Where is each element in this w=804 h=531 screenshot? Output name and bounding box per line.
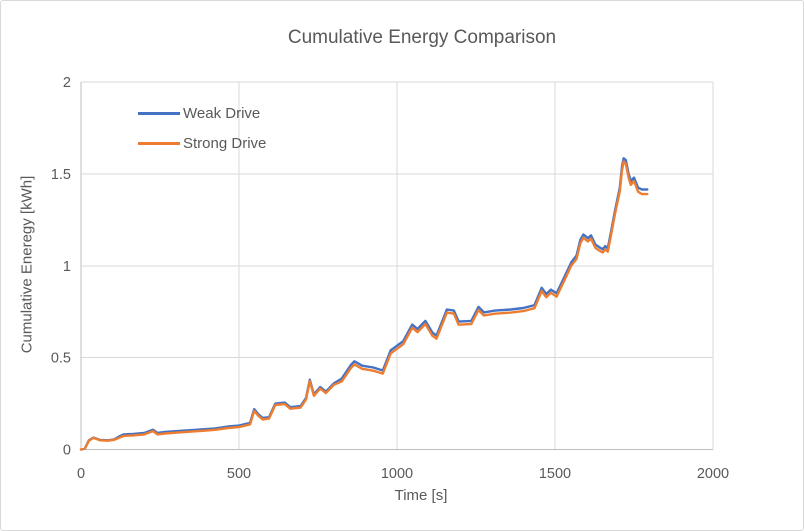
legend-label-weak-drive: Weak Drive — [183, 104, 261, 122]
y-axis-title: Cumulative Eneregy [kWh] — [18, 175, 36, 354]
x-tick-label: 500 — [227, 466, 251, 482]
x-tick-label: 1500 — [539, 466, 571, 482]
x-tick-label: 1000 — [381, 466, 413, 482]
y-tick-label: 0.5 — [51, 351, 71, 367]
chart-title: Cumulative Energy Comparison — [287, 27, 557, 48]
y-tick-label: 1 — [63, 259, 71, 275]
y-tick-label: 0 — [63, 443, 71, 459]
series-line-weak-drive — [79, 157, 649, 451]
legend-item-strong-drive: Strong Drive — [138, 128, 266, 158]
chart-legend: Weak Drive Strong Drive — [138, 98, 266, 158]
legend-label-strong-drive: Strong Drive — [183, 134, 267, 152]
legend-swatch-strong-drive — [138, 141, 180, 145]
y-tick-label: 2 — [63, 75, 71, 91]
x-axis-title: Time [s] — [394, 487, 448, 504]
x-tick-label: 2000 — [697, 466, 729, 482]
legend-swatch-weak-drive — [138, 111, 180, 115]
y-tick-label: 1.5 — [51, 167, 71, 183]
series-line-strong-drive — [79, 160, 649, 451]
legend-item-weak-drive: Weak Drive — [138, 98, 266, 128]
x-tick-label: 0 — [77, 466, 85, 482]
